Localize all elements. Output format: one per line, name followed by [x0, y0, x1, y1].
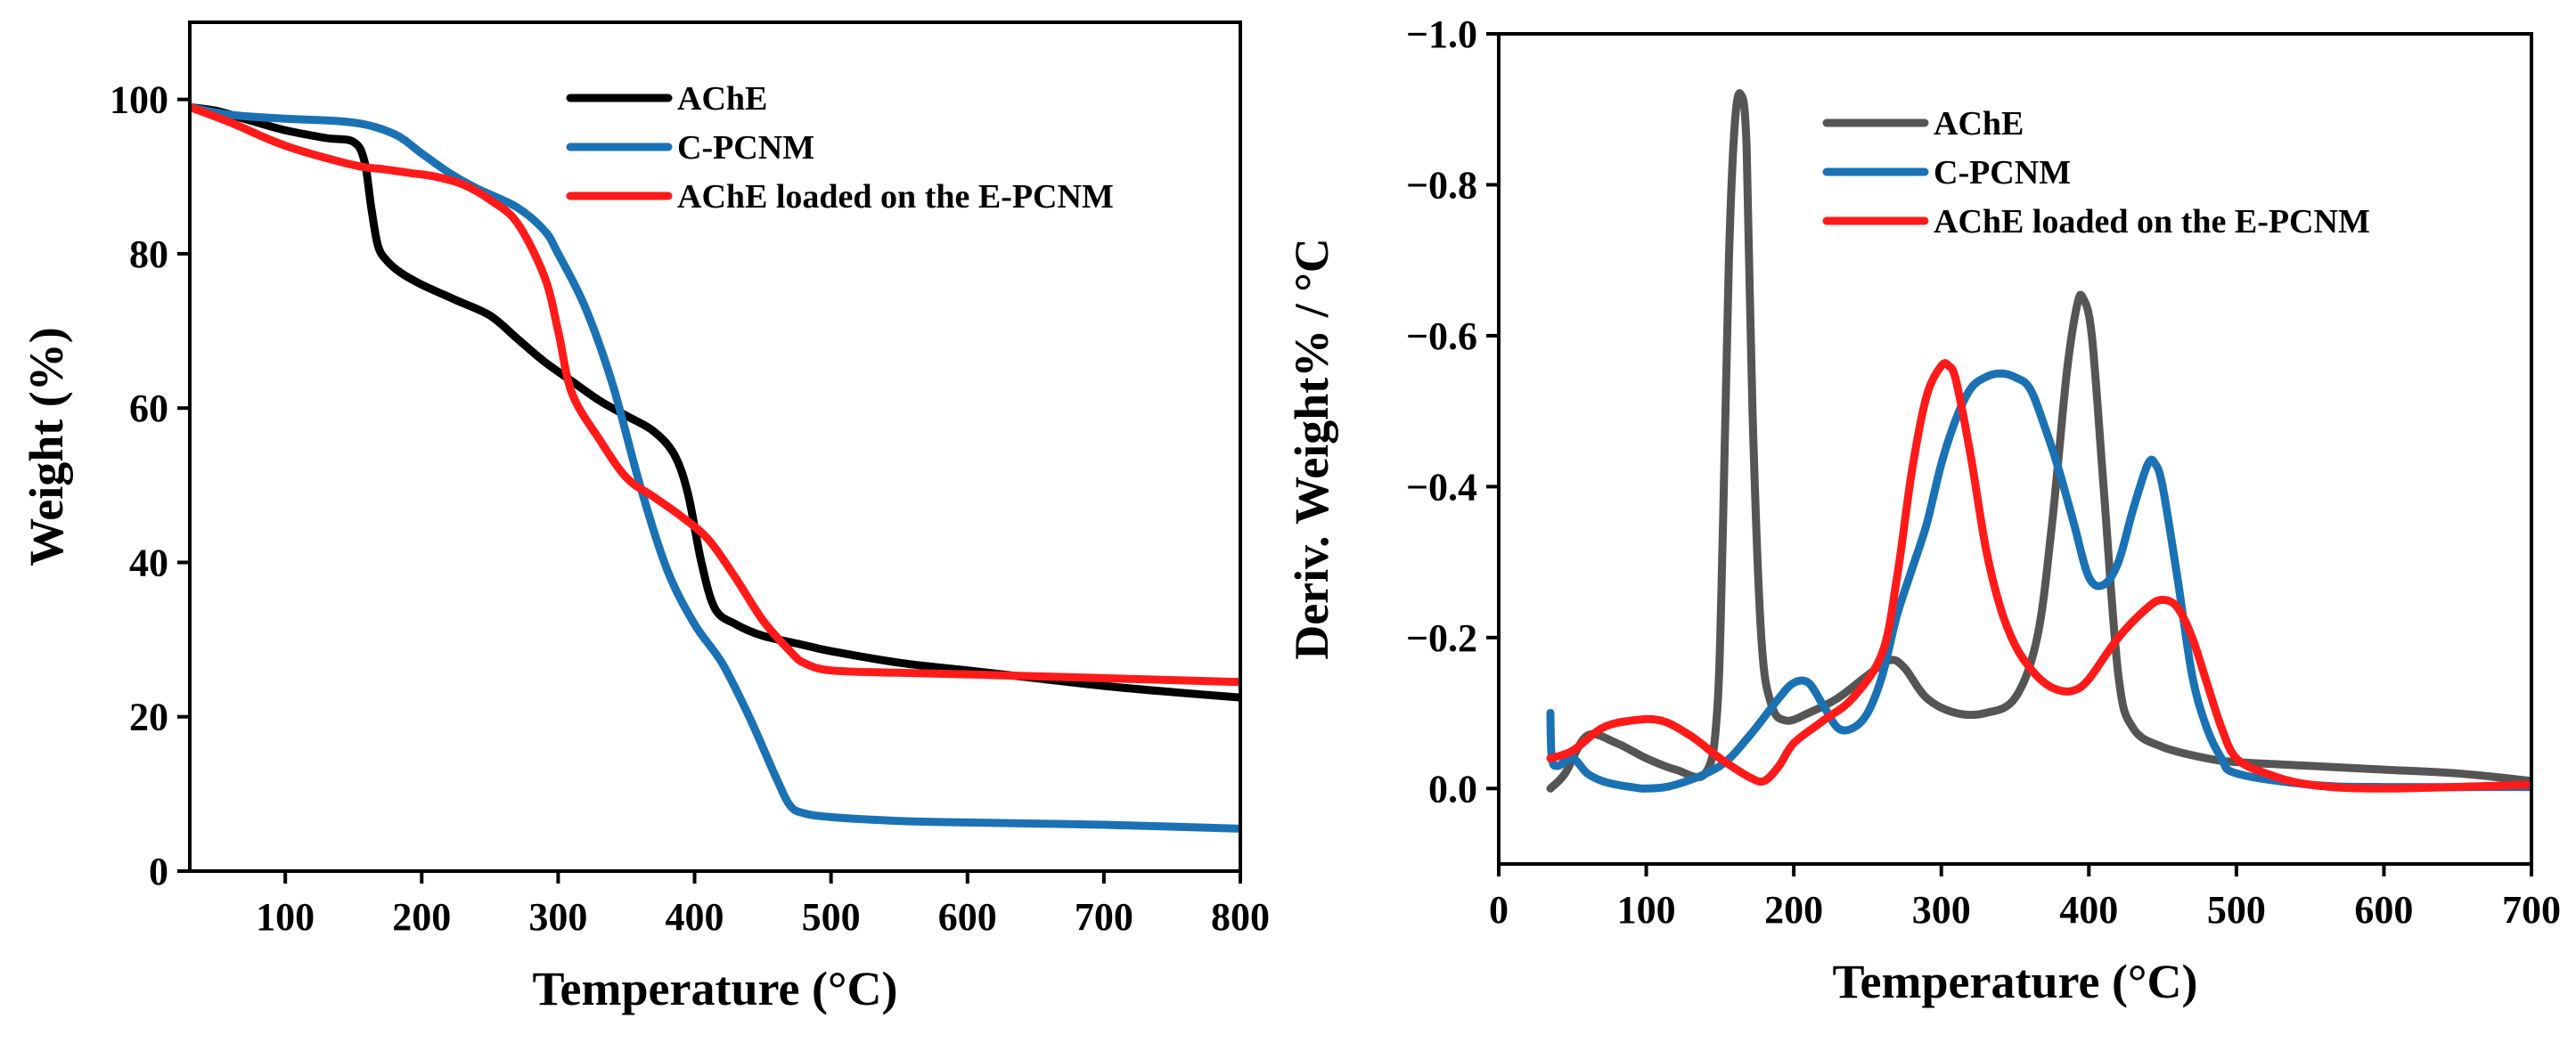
- y-tick-label: 60: [129, 387, 168, 430]
- x-tick-label: 700: [1075, 895, 1133, 939]
- y-axis-title: Deriv. Weight% / °C: [1285, 238, 1338, 660]
- x-tick-label: 800: [1211, 895, 1270, 939]
- y-tick-label: −1.0: [1406, 12, 1477, 56]
- legend: AChE C-PCNM AChE loaded on the E-PCNM: [1822, 105, 2370, 240]
- legend-label: AChE: [677, 80, 767, 118]
- chart-panel-1: 100 200 300 400 500 600 700 800 0 20 40 60 80 100 Temp…: [20, 20, 1270, 1015]
- y-tick-label: 20: [129, 696, 168, 739]
- y-tick-label: 80: [129, 232, 168, 276]
- x-tick-label: 500: [2207, 888, 2266, 932]
- y-tick-label: 0.0: [1428, 767, 1477, 811]
- x-tick-label: 700: [2502, 888, 2561, 932]
- x-tick-label: 500: [802, 895, 861, 939]
- legend-label: AChE: [1934, 105, 2024, 143]
- x-tick-label: 100: [256, 895, 315, 939]
- y-tick-label: −0.6: [1406, 314, 1477, 358]
- series-lines: [190, 102, 1240, 833]
- y-tick-label: 0: [149, 850, 168, 893]
- y-tick-label: 100: [110, 78, 168, 122]
- x-tick-label: 100: [1617, 888, 1676, 932]
- x-tick-label: 200: [1764, 888, 1823, 932]
- x-tick-label: 400: [666, 895, 724, 939]
- x-tick-label: 300: [528, 895, 587, 939]
- plot-frame: [1497, 32, 2533, 866]
- x-tick-label: 300: [1912, 888, 1971, 932]
- y-tick-label: 40: [129, 541, 168, 584]
- series-line-2: [1546, 369, 2531, 793]
- series-line-3: [1546, 359, 2531, 793]
- chart-panel-2: 0 100 200 300 400 500 600 700 0.0 −0.2 −0.4 −0.6 −0.…: [1285, 12, 2561, 1008]
- x-axis-title: Temperature (°C): [532, 962, 897, 1015]
- x-tick-label: 600: [2354, 888, 2413, 932]
- legend-label: AChE loaded on the E-PCNM: [677, 178, 1114, 216]
- y-tick-label: −0.8: [1406, 163, 1477, 207]
- legend-label: C-PCNM: [1934, 154, 2071, 191]
- y-axis-title: Weight (%): [20, 327, 73, 566]
- series-line-3: [190, 102, 1240, 687]
- x-tick-label: 0: [1489, 888, 1509, 932]
- series-lines: [1546, 89, 2531, 793]
- x-tick-label: 200: [392, 895, 451, 939]
- legend-label: AChE loaded on the E-PCNM: [1934, 203, 2370, 240]
- legend-label: C-PCNM: [677, 129, 814, 167]
- y-tick-label: −0.4: [1406, 465, 1477, 509]
- x-axis-title: Temperature (°C): [1832, 955, 2197, 1008]
- y-tick-label: −0.2: [1406, 616, 1477, 660]
- x-tick-label: 400: [2059, 888, 2118, 932]
- legend: AChE C-PCNM AChE loaded on the E-PCNM: [566, 80, 1114, 216]
- x-tick-label: 600: [938, 895, 997, 939]
- series-line-1: [190, 102, 1240, 702]
- plot-frame: [188, 20, 1242, 873]
